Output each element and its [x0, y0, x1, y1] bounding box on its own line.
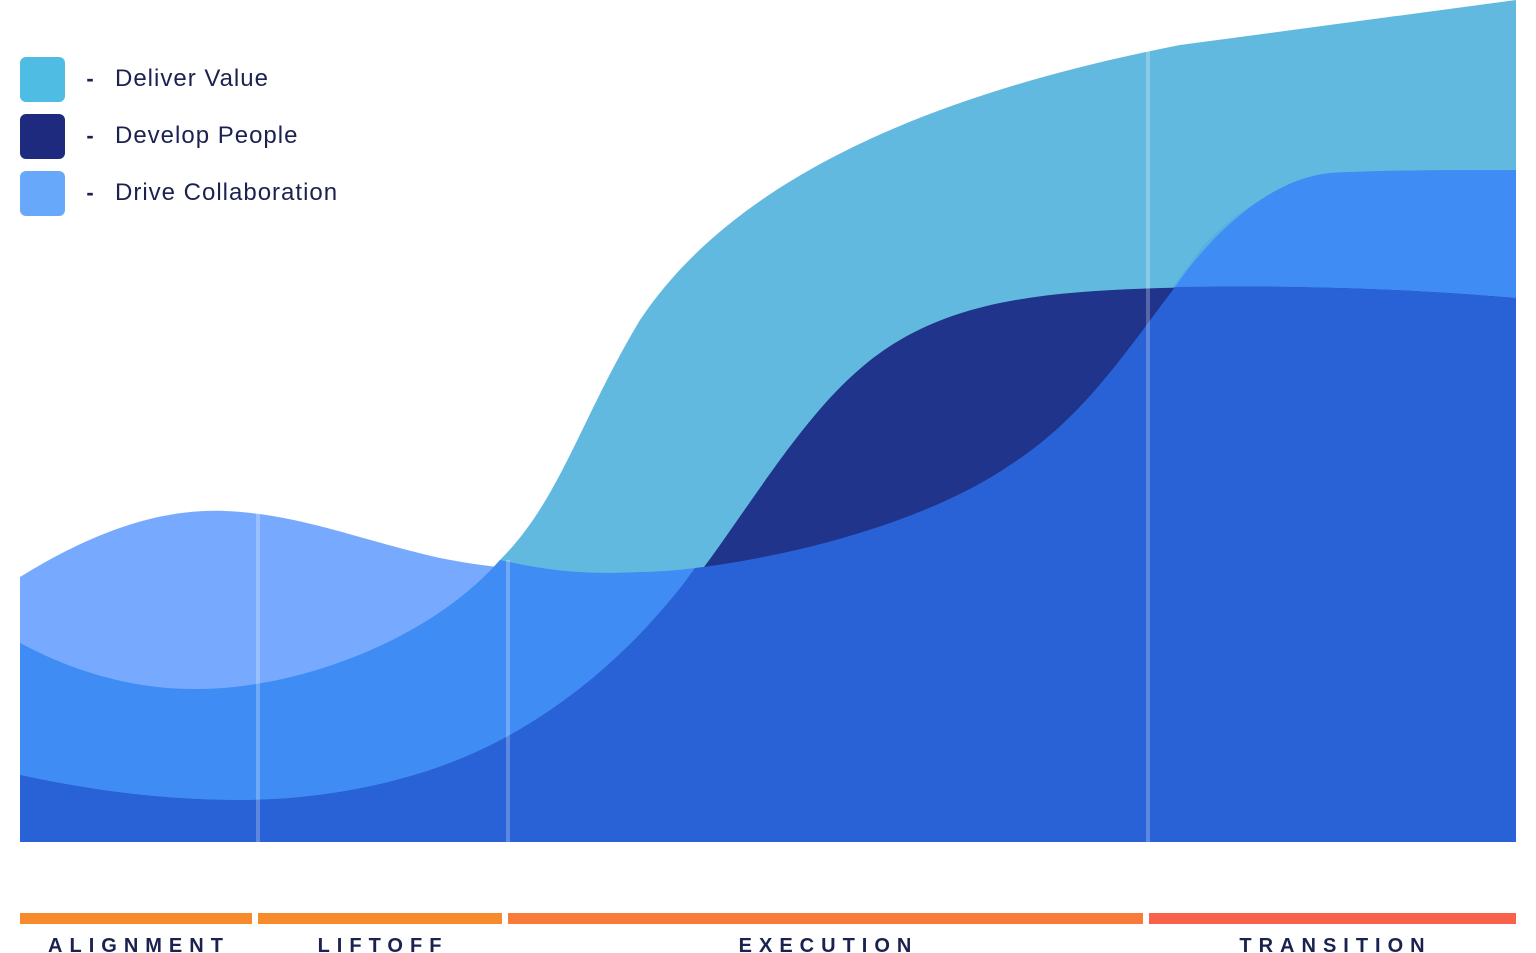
legend-dash: - [86, 123, 94, 148]
collaboration-upper-overlap [1175, 170, 1516, 298]
legend-swatch [20, 56, 65, 102]
legend-label: Deliver Value [115, 65, 269, 92]
phase-label-alignment: ALIGNMENT [48, 935, 230, 953]
phase-bar-alignment [20, 913, 252, 924]
people-collaboration-overlap [20, 286, 1516, 842]
legend-item-deliver-value: - Deliver Value [20, 56, 338, 102]
legend-label: Develop People [115, 122, 299, 149]
phase-label-transition: TRANSITION [1239, 935, 1431, 953]
legend: - Deliver Value - Develop People - Drive… [20, 56, 338, 227]
phase-label-execution: EXECUTION [739, 935, 919, 953]
legend-dash: - [86, 180, 94, 205]
phase-bars [20, 913, 1516, 924]
collaboration-value-overlap [20, 560, 695, 800]
phase-labels: ALIGNMENT LIFTOFF EXECUTION TRANSITION [48, 935, 1431, 953]
legend-label: Drive Collaboration [115, 179, 339, 206]
legend-swatch [20, 170, 65, 216]
phase-divider-lines [256, 50, 1150, 842]
legend-swatch [20, 113, 65, 159]
legend-dash: - [86, 66, 94, 91]
phase-bar-transition [1149, 913, 1516, 924]
legend-item-develop-people: - Develop People [20, 113, 338, 159]
legend-item-drive-collaboration: - Drive Collaboration [20, 170, 338, 216]
phase-bar-liftoff [258, 913, 502, 924]
phase-label-liftoff: LIFTOFF [318, 935, 449, 953]
phase-bar-execution [508, 913, 1143, 924]
